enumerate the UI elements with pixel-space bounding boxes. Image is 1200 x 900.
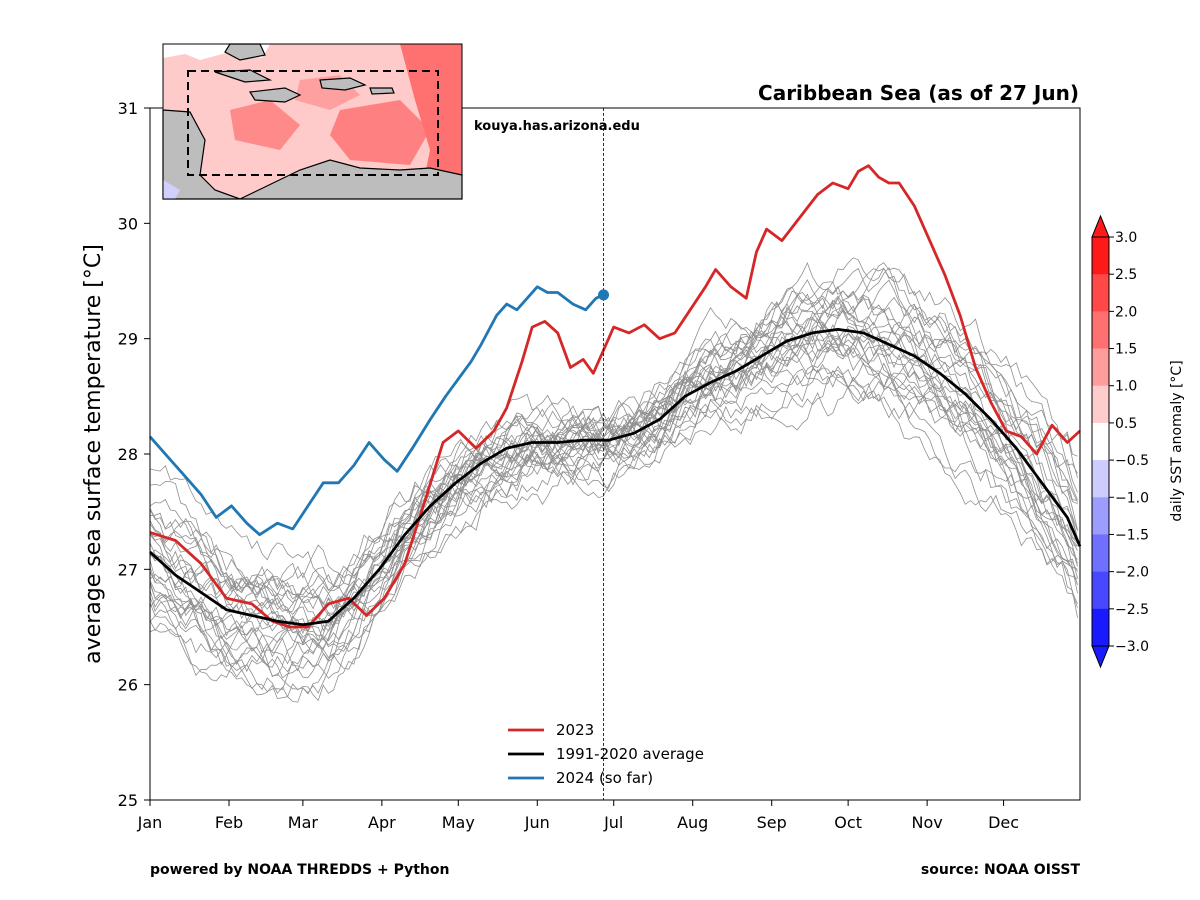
- series-line: [148, 285, 605, 537]
- colorbar-segment: [1092, 348, 1109, 387]
- x-tick-label: Dec: [988, 813, 1019, 832]
- colorbar-frame: [1091, 236, 1110, 647]
- historical-year-line: [149, 328, 1078, 601]
- series-line: [149, 327, 1082, 627]
- historical-year-line: [149, 373, 1078, 646]
- historical-year-line: [149, 267, 1078, 592]
- colorbar-segment: [1092, 422, 1109, 461]
- y-tick-label: 26: [118, 676, 138, 695]
- colorbar-top-arrow: [1091, 214, 1110, 238]
- historical-year-line: [149, 257, 1078, 617]
- x-tick-label: Jun: [524, 813, 550, 832]
- current-value-dot: [598, 289, 610, 301]
- x-tick-label: Apr: [368, 813, 396, 832]
- y-axis: 25 26 27 28 29 30 31: [118, 99, 150, 810]
- historical-year-line: [149, 334, 1078, 702]
- y-tick-label: 25: [118, 791, 138, 810]
- colorbar-tick-label: 1.0: [1115, 379, 1137, 395]
- colorbar-tick-label: 0.5: [1115, 416, 1137, 432]
- x-tick-label: Nov: [912, 813, 943, 832]
- footer-credit: powered by NOAA THREDDS + Python: [150, 862, 450, 878]
- colorbar: 3.0 2.5 2.0 1.5 1.0 0.5 −0.5 −1.0 −1.5 −2.0 −2.5 −3…: [1091, 214, 1149, 669]
- colorbar-segment: [1092, 274, 1109, 312]
- historical-year-line: [149, 303, 1078, 693]
- colorbar-segment: [1092, 311, 1109, 350]
- x-tick-label: May: [442, 813, 475, 832]
- footer-source: source: NOAA OISST: [920, 862, 1080, 878]
- colorbar-segment: [1092, 571, 1109, 610]
- colorbar-tick-label: −1.5: [1115, 527, 1149, 543]
- legend-label: 2024 (so far): [556, 769, 653, 787]
- x-tick-label: Sep: [757, 813, 787, 832]
- y-tick-label: 30: [118, 214, 138, 233]
- series-lines: [148, 164, 1082, 629]
- inset-region-map: [162, 43, 463, 200]
- x-tick-label: Jul: [603, 813, 623, 832]
- colorbar-segment: [1092, 385, 1109, 424]
- historical-year-line: [149, 321, 1078, 703]
- historical-year-line: [149, 323, 1078, 613]
- x-tick-label: Oct: [834, 813, 862, 832]
- colorbar-tick-label: −0.5: [1115, 453, 1149, 469]
- y-tick-label: 27: [118, 560, 138, 579]
- legend: 2023 1991-2020 average 2024 (so far): [508, 721, 704, 787]
- colorbar-segment: [1092, 534, 1109, 573]
- colorbar-tick-label: 3.0: [1115, 230, 1137, 246]
- colorbar-tick-label: 1.5: [1115, 342, 1137, 358]
- legend-label: 1991-2020 average: [556, 745, 704, 763]
- historical-year-lines: [149, 257, 1078, 703]
- colorbar-tick-label: −1.0: [1115, 490, 1149, 506]
- series-line: [149, 164, 1081, 629]
- historical-year-line: [149, 341, 1078, 682]
- historical-year-line: [149, 262, 1078, 642]
- historical-year-line: [149, 312, 1078, 611]
- y-tick-label: 28: [118, 445, 138, 464]
- legend-label: 2023: [556, 721, 594, 739]
- historical-year-line: [149, 297, 1078, 593]
- x-axis: Jan Feb Mar Apr May Jun Jul Aug Sep Oct Nov Dec: [137, 800, 1019, 832]
- historical-year-line: [149, 285, 1078, 679]
- chart-title: Caribbean Sea (as of 27 Jun): [758, 81, 1079, 105]
- historical-year-line: [149, 279, 1078, 635]
- colorbar-tick-label: −2.5: [1115, 602, 1149, 618]
- colorbar-segment: [1092, 608, 1109, 647]
- x-tick-label: Mar: [288, 813, 319, 832]
- colorbar-segment: [1092, 497, 1109, 535]
- y-axis-label: average sea surface temperature [°C]: [81, 244, 106, 664]
- watermark-url: kouya.has.arizona.edu: [474, 119, 640, 134]
- colorbar-label: daily SST anomaly [°C]: [1169, 360, 1185, 521]
- colorbar-segment: [1092, 237, 1109, 275]
- x-tick-label: Feb: [215, 813, 243, 832]
- colorbar-bottom-arrow: [1091, 645, 1110, 669]
- y-tick-label: 31: [118, 99, 138, 118]
- x-tick-label: Aug: [677, 813, 708, 832]
- colorbar-segment: [1092, 460, 1109, 498]
- colorbar-tick-label: −2.0: [1115, 565, 1149, 581]
- historical-year-line: [149, 307, 1078, 624]
- y-tick-label: 29: [118, 330, 138, 349]
- colorbar-tick-label: −3.0: [1115, 639, 1149, 655]
- colorbar-tick-label: 2.0: [1115, 304, 1137, 320]
- x-tick-label: Jan: [137, 813, 163, 832]
- historical-year-line: [149, 333, 1078, 662]
- colorbar-tick-label: 2.5: [1115, 267, 1137, 283]
